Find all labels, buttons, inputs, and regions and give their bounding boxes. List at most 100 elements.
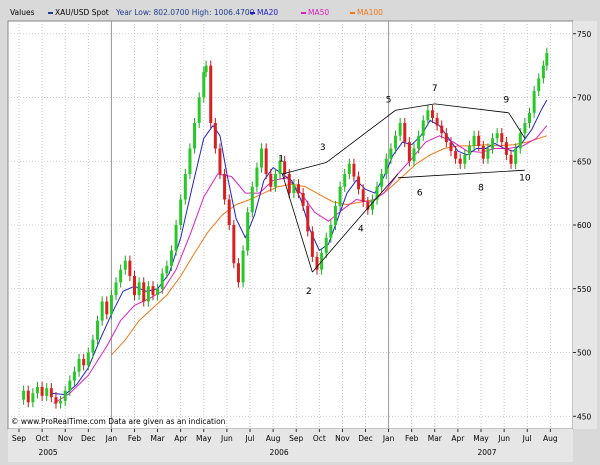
candle-body bbox=[333, 205, 337, 225]
candle-body bbox=[213, 123, 217, 149]
candle-body bbox=[255, 167, 259, 187]
x-tick-label: Aug bbox=[266, 434, 281, 443]
candle-body bbox=[68, 380, 72, 391]
trendlines bbox=[281, 103, 526, 273]
candle-body bbox=[105, 301, 109, 315]
x-tick-label: Aug bbox=[543, 434, 558, 443]
x-tick-label: Feb bbox=[405, 434, 419, 443]
candle-body bbox=[223, 174, 227, 200]
legend-label: Values bbox=[10, 8, 35, 17]
candle-body bbox=[156, 288, 160, 296]
trendline bbox=[358, 173, 399, 219]
candle-body bbox=[209, 65, 213, 123]
candle-body bbox=[403, 123, 407, 143]
candle-body bbox=[375, 186, 379, 200]
x-tick-label: Jul bbox=[522, 434, 532, 443]
candle-body bbox=[306, 205, 310, 232]
x-tick-label: May bbox=[196, 434, 212, 443]
candle-body bbox=[40, 386, 44, 396]
candle-body bbox=[537, 78, 541, 92]
candle-body bbox=[504, 142, 508, 155]
x-tick-label: Oct bbox=[36, 434, 49, 443]
wave-label: 2 bbox=[306, 287, 312, 297]
candle-body bbox=[137, 282, 141, 296]
candle-body bbox=[22, 390, 26, 400]
legend-swatch bbox=[350, 12, 355, 14]
candle-body bbox=[528, 112, 532, 123]
x-axis: Sep Oct Nov Dec Jan Feb Mar Apr May Jun Jul Aug Sep O… bbox=[12, 429, 558, 457]
candle-body bbox=[532, 91, 536, 113]
candle-body bbox=[26, 390, 30, 403]
x-tick-label: Jun bbox=[497, 434, 510, 443]
legend: Values XAU/USD Spot Year Low: 802.0700 Hi… bbox=[10, 8, 383, 17]
candle-body bbox=[361, 189, 365, 203]
candle-body bbox=[384, 158, 388, 174]
trendline bbox=[325, 109, 396, 163]
candle-body bbox=[146, 286, 150, 302]
y-tick-label: 700 bbox=[577, 94, 592, 103]
wave-label: 5 bbox=[386, 96, 392, 106]
candle-body bbox=[477, 135, 481, 146]
candle-body bbox=[297, 184, 301, 194]
candle-body bbox=[541, 65, 545, 79]
candle-body bbox=[343, 174, 347, 187]
trendline bbox=[395, 103, 435, 111]
candle-body bbox=[45, 388, 49, 396]
candle-body bbox=[463, 154, 467, 164]
legend-item: MA20 bbox=[250, 8, 278, 17]
date-axis-area bbox=[8, 429, 573, 462]
candle-body bbox=[151, 286, 155, 296]
candle-body bbox=[283, 161, 287, 174]
candle-body bbox=[193, 123, 197, 149]
candle-body bbox=[227, 199, 231, 225]
x-tick-label: Jul bbox=[244, 434, 254, 443]
x-year-label: 2005 bbox=[39, 448, 58, 457]
candle-body bbox=[440, 125, 444, 134]
year-separators bbox=[110, 21, 390, 429]
candle-body bbox=[523, 123, 527, 134]
candle-body bbox=[86, 352, 90, 366]
candle-body bbox=[347, 163, 351, 174]
candle-body bbox=[491, 138, 495, 149]
legend-item: XAU/USD Spot bbox=[48, 8, 109, 17]
candle-body bbox=[366, 202, 370, 210]
y-axis: 450 500 550 600 650 700 750 bbox=[573, 30, 592, 421]
wave-labels: 1 2 3 4 5 6 7 8 9 10 bbox=[278, 84, 531, 297]
candle-body bbox=[301, 193, 305, 206]
candle-body bbox=[398, 123, 402, 136]
trendline bbox=[397, 169, 525, 179]
candle-body bbox=[165, 265, 169, 274]
candle-body bbox=[426, 110, 430, 121]
candle-body bbox=[264, 148, 268, 174]
candle-body bbox=[412, 148, 416, 162]
candle-body bbox=[246, 212, 250, 251]
candle-body bbox=[49, 388, 53, 398]
wave-label: 4 bbox=[358, 224, 364, 234]
candle-body bbox=[31, 393, 35, 403]
x-tick-label: Jan bbox=[382, 434, 395, 443]
candle-body bbox=[188, 148, 192, 174]
candle-body bbox=[273, 174, 277, 187]
x-tick-label: Mar bbox=[428, 434, 443, 443]
candle-body bbox=[250, 186, 254, 213]
y-tick-label: 650 bbox=[577, 157, 592, 166]
candle-body bbox=[481, 145, 485, 159]
candle-body bbox=[315, 256, 319, 270]
candle-body bbox=[329, 225, 333, 238]
candle-body bbox=[338, 186, 342, 206]
candle-body bbox=[472, 135, 476, 146]
candle-body bbox=[35, 386, 39, 394]
candle-body bbox=[100, 301, 104, 321]
candle-body bbox=[128, 260, 132, 276]
candle-body bbox=[514, 148, 518, 164]
x-tick-label: Sep bbox=[289, 434, 303, 443]
legend-item: Year Low: 802.0700 High: 1006.4700 bbox=[115, 8, 255, 17]
legend-entry: XAU/USD Spot bbox=[55, 8, 109, 17]
candle-body bbox=[202, 72, 206, 98]
price-candles bbox=[22, 47, 549, 409]
x-tick-label: Mar bbox=[151, 434, 166, 443]
candle-body bbox=[59, 400, 63, 404]
candle-body bbox=[179, 199, 183, 225]
candle-body bbox=[417, 135, 421, 149]
